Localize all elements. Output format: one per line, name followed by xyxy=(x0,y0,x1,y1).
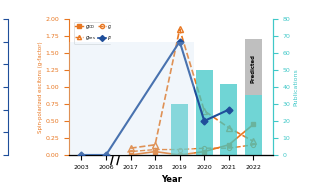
Bar xyxy=(196,70,213,155)
Y-axis label: Publications: Publications xyxy=(293,68,298,106)
Bar xyxy=(245,39,262,95)
Y-axis label: Spin-polarized excitons (g-factor): Spin-polarized excitons (g-factor) xyxy=(38,41,43,133)
Bar xyxy=(111,19,126,155)
Text: Predicted: Predicted xyxy=(251,54,256,83)
Bar xyxy=(111,19,126,155)
Bar xyxy=(245,95,262,155)
X-axis label: Year: Year xyxy=(161,175,182,184)
Legend: $g_{\rm CD}$, $g_{\rm res}$, $g_{\rm lum}$, $P_s$: $g_{\rm CD}$, $g_{\rm res}$, $g_{\rm lum… xyxy=(74,22,121,44)
Bar xyxy=(171,104,188,155)
Bar xyxy=(220,84,238,155)
